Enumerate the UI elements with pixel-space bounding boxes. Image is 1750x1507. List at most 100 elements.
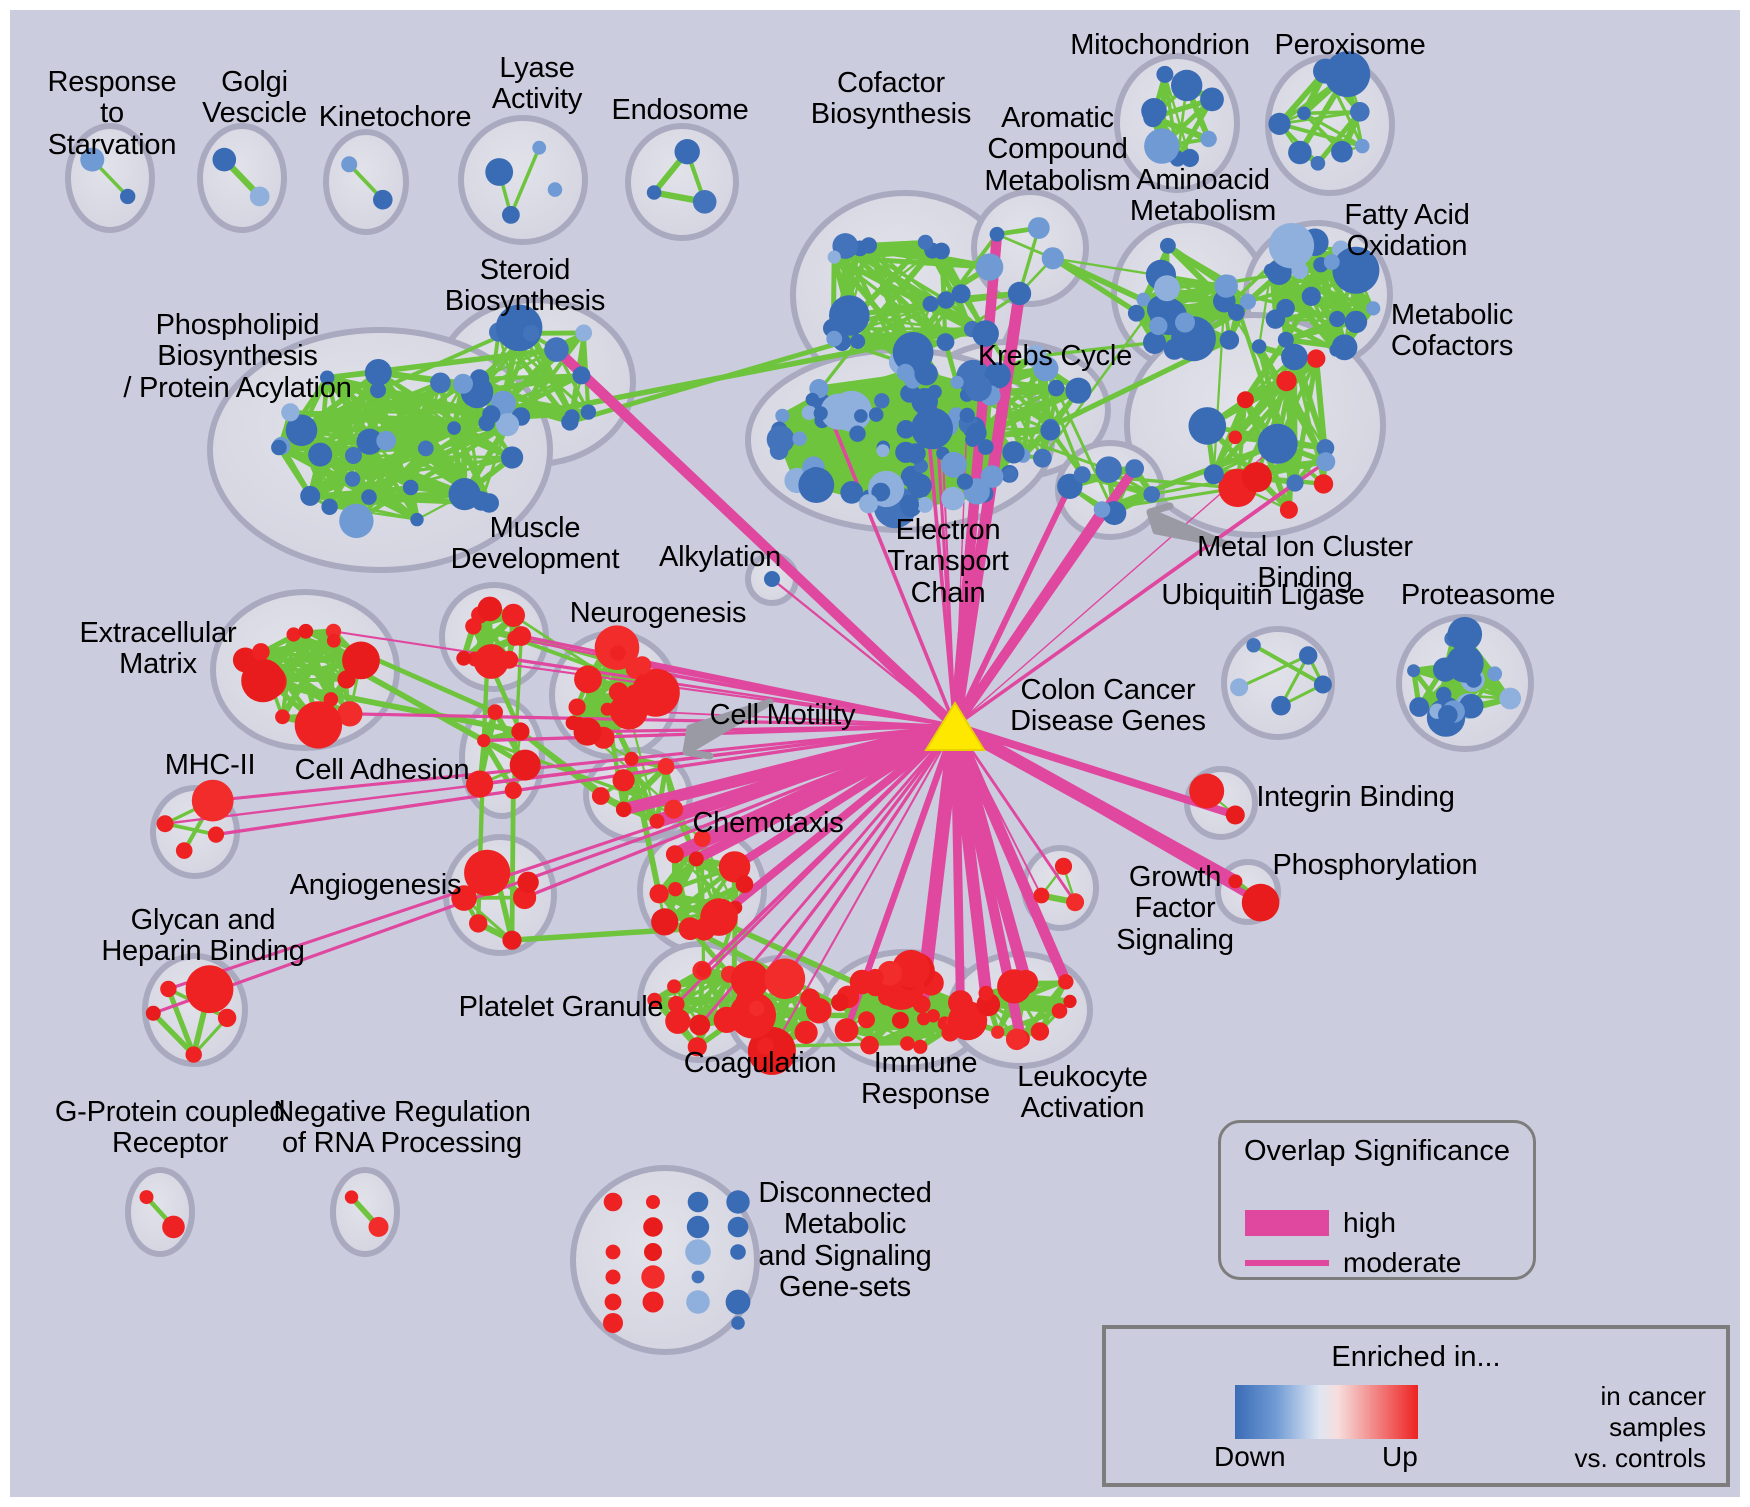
gene-set-node[interactable] — [370, 382, 386, 399]
gene-set-node[interactable] — [361, 489, 377, 505]
gene-set-node[interactable] — [764, 571, 780, 587]
gene-set-node[interactable] — [922, 295, 939, 312]
gene-set-node[interactable] — [482, 405, 501, 424]
gene-set-node[interactable] — [1127, 304, 1145, 322]
gene-set-node[interactable] — [1499, 687, 1522, 710]
gene-set-node[interactable] — [667, 979, 682, 994]
gene-set-node[interactable] — [647, 992, 662, 1008]
gene-set-node[interactable] — [453, 373, 473, 394]
gene-set-node[interactable] — [572, 366, 591, 385]
gene-set-node[interactable] — [975, 253, 1004, 281]
gene-set-node[interactable] — [860, 237, 877, 254]
gene-set-node[interactable] — [696, 962, 711, 978]
gene-set-node[interactable] — [792, 431, 807, 446]
gene-set-node[interactable] — [603, 1192, 623, 1212]
gene-set-node[interactable] — [735, 875, 754, 893]
gene-set-node[interactable] — [764, 958, 806, 1000]
gene-set-node[interactable] — [580, 404, 597, 420]
gene-set-node[interactable] — [794, 1020, 818, 1044]
gene-set-node[interactable] — [691, 1270, 705, 1284]
gene-set-node[interactable] — [950, 375, 964, 389]
gene-set-node[interactable] — [1236, 391, 1254, 409]
gene-set-node[interactable] — [1329, 343, 1343, 357]
gene-set-node[interactable] — [686, 1290, 710, 1314]
gene-set-node[interactable] — [1457, 627, 1475, 646]
gene-set-node[interactable] — [1316, 452, 1336, 472]
gene-set-node[interactable] — [1251, 339, 1267, 354]
gene-set-node[interactable] — [1446, 644, 1484, 683]
gene-set-node[interactable] — [612, 769, 635, 792]
gene-set-node[interactable] — [1149, 316, 1168, 336]
gene-set-node[interactable] — [1136, 292, 1151, 307]
gene-set-node[interactable] — [1436, 686, 1452, 703]
gene-set-node[interactable] — [686, 1215, 710, 1239]
gene-set-node[interactable] — [956, 473, 974, 490]
gene-set-node[interactable] — [657, 758, 675, 775]
gene-set-node[interactable] — [1027, 217, 1050, 239]
gene-set-node[interactable] — [1344, 310, 1368, 334]
gene-set-node[interactable] — [344, 1190, 359, 1204]
gene-set-node[interactable] — [868, 407, 884, 422]
gene-set-node[interactable] — [368, 1216, 389, 1237]
gene-set-node[interactable] — [249, 186, 270, 207]
gene-set-node[interactable] — [1065, 377, 1092, 404]
gene-set-node[interactable] — [926, 1009, 940, 1023]
gene-set-node[interactable] — [1263, 263, 1278, 278]
gene-set-node[interactable] — [665, 845, 684, 864]
gene-set-node[interactable] — [501, 446, 524, 469]
gene-set-node[interactable] — [1051, 1003, 1068, 1019]
gene-set-node[interactable] — [805, 392, 820, 407]
gene-set-node[interactable] — [1163, 338, 1185, 360]
gene-set-node[interactable] — [940, 451, 967, 478]
gene-set-node[interactable] — [730, 1244, 746, 1260]
gene-set-node[interactable] — [522, 325, 540, 342]
gene-set-node[interactable] — [473, 644, 509, 679]
hub-node-colon-cancer-disease-genes[interactable] — [924, 701, 986, 751]
gene-set-node[interactable] — [687, 1037, 707, 1057]
gene-set-node[interactable] — [642, 1291, 664, 1313]
gene-set-node[interactable] — [633, 656, 652, 675]
gene-set-node[interactable] — [840, 481, 864, 504]
gene-set-node[interactable] — [300, 485, 321, 506]
gene-set-node[interactable] — [1241, 883, 1280, 922]
gene-set-node[interactable] — [285, 414, 318, 447]
gene-set-node[interactable] — [487, 704, 504, 720]
gene-set-node[interactable] — [286, 627, 301, 642]
gene-set-node[interactable] — [1002, 441, 1025, 464]
gene-set-node[interactable] — [871, 482, 891, 502]
gene-set-node[interactable] — [641, 1265, 665, 1289]
gene-set-node[interactable] — [298, 623, 314, 639]
gene-set-node[interactable] — [1058, 974, 1074, 990]
gene-set-node[interactable] — [575, 324, 593, 342]
gene-set-node[interactable] — [120, 188, 136, 205]
gene-set-node[interactable] — [1297, 106, 1311, 121]
gene-set-node[interactable] — [1200, 87, 1224, 112]
gene-set-node[interactable] — [1228, 430, 1242, 445]
gene-set-node[interactable] — [1350, 102, 1370, 122]
gene-set-node[interactable] — [1005, 1028, 1028, 1051]
gene-set-node[interactable] — [191, 779, 234, 822]
gene-set-node[interactable] — [568, 698, 586, 716]
gene-set-node[interactable] — [1066, 893, 1085, 912]
gene-set-node[interactable] — [511, 722, 530, 741]
gene-set-node[interactable] — [718, 851, 751, 883]
gene-set-node[interactable] — [729, 991, 776, 1039]
gene-set-node[interactable] — [320, 370, 335, 385]
gene-set-node[interactable] — [376, 430, 397, 451]
gene-set-node[interactable] — [727, 1216, 749, 1238]
gene-set-node[interactable] — [417, 440, 434, 457]
gene-set-node[interactable] — [1154, 275, 1180, 302]
gene-set-node[interactable] — [185, 965, 234, 1014]
gene-set-node[interactable] — [1180, 148, 1199, 168]
gene-set-node[interactable] — [1329, 310, 1346, 328]
gene-set-node[interactable] — [1331, 140, 1353, 163]
gene-set-node[interactable] — [145, 1005, 161, 1021]
gene-set-node[interactable] — [1040, 420, 1061, 441]
gene-set-node[interactable] — [217, 1008, 237, 1028]
gene-set-node[interactable] — [826, 330, 843, 347]
gene-set-node[interactable] — [294, 701, 343, 749]
gene-set-node[interactable] — [1143, 331, 1166, 354]
gene-set-node[interactable] — [271, 439, 287, 456]
gene-set-node[interactable] — [668, 995, 685, 1013]
gene-set-node[interactable] — [854, 409, 868, 423]
